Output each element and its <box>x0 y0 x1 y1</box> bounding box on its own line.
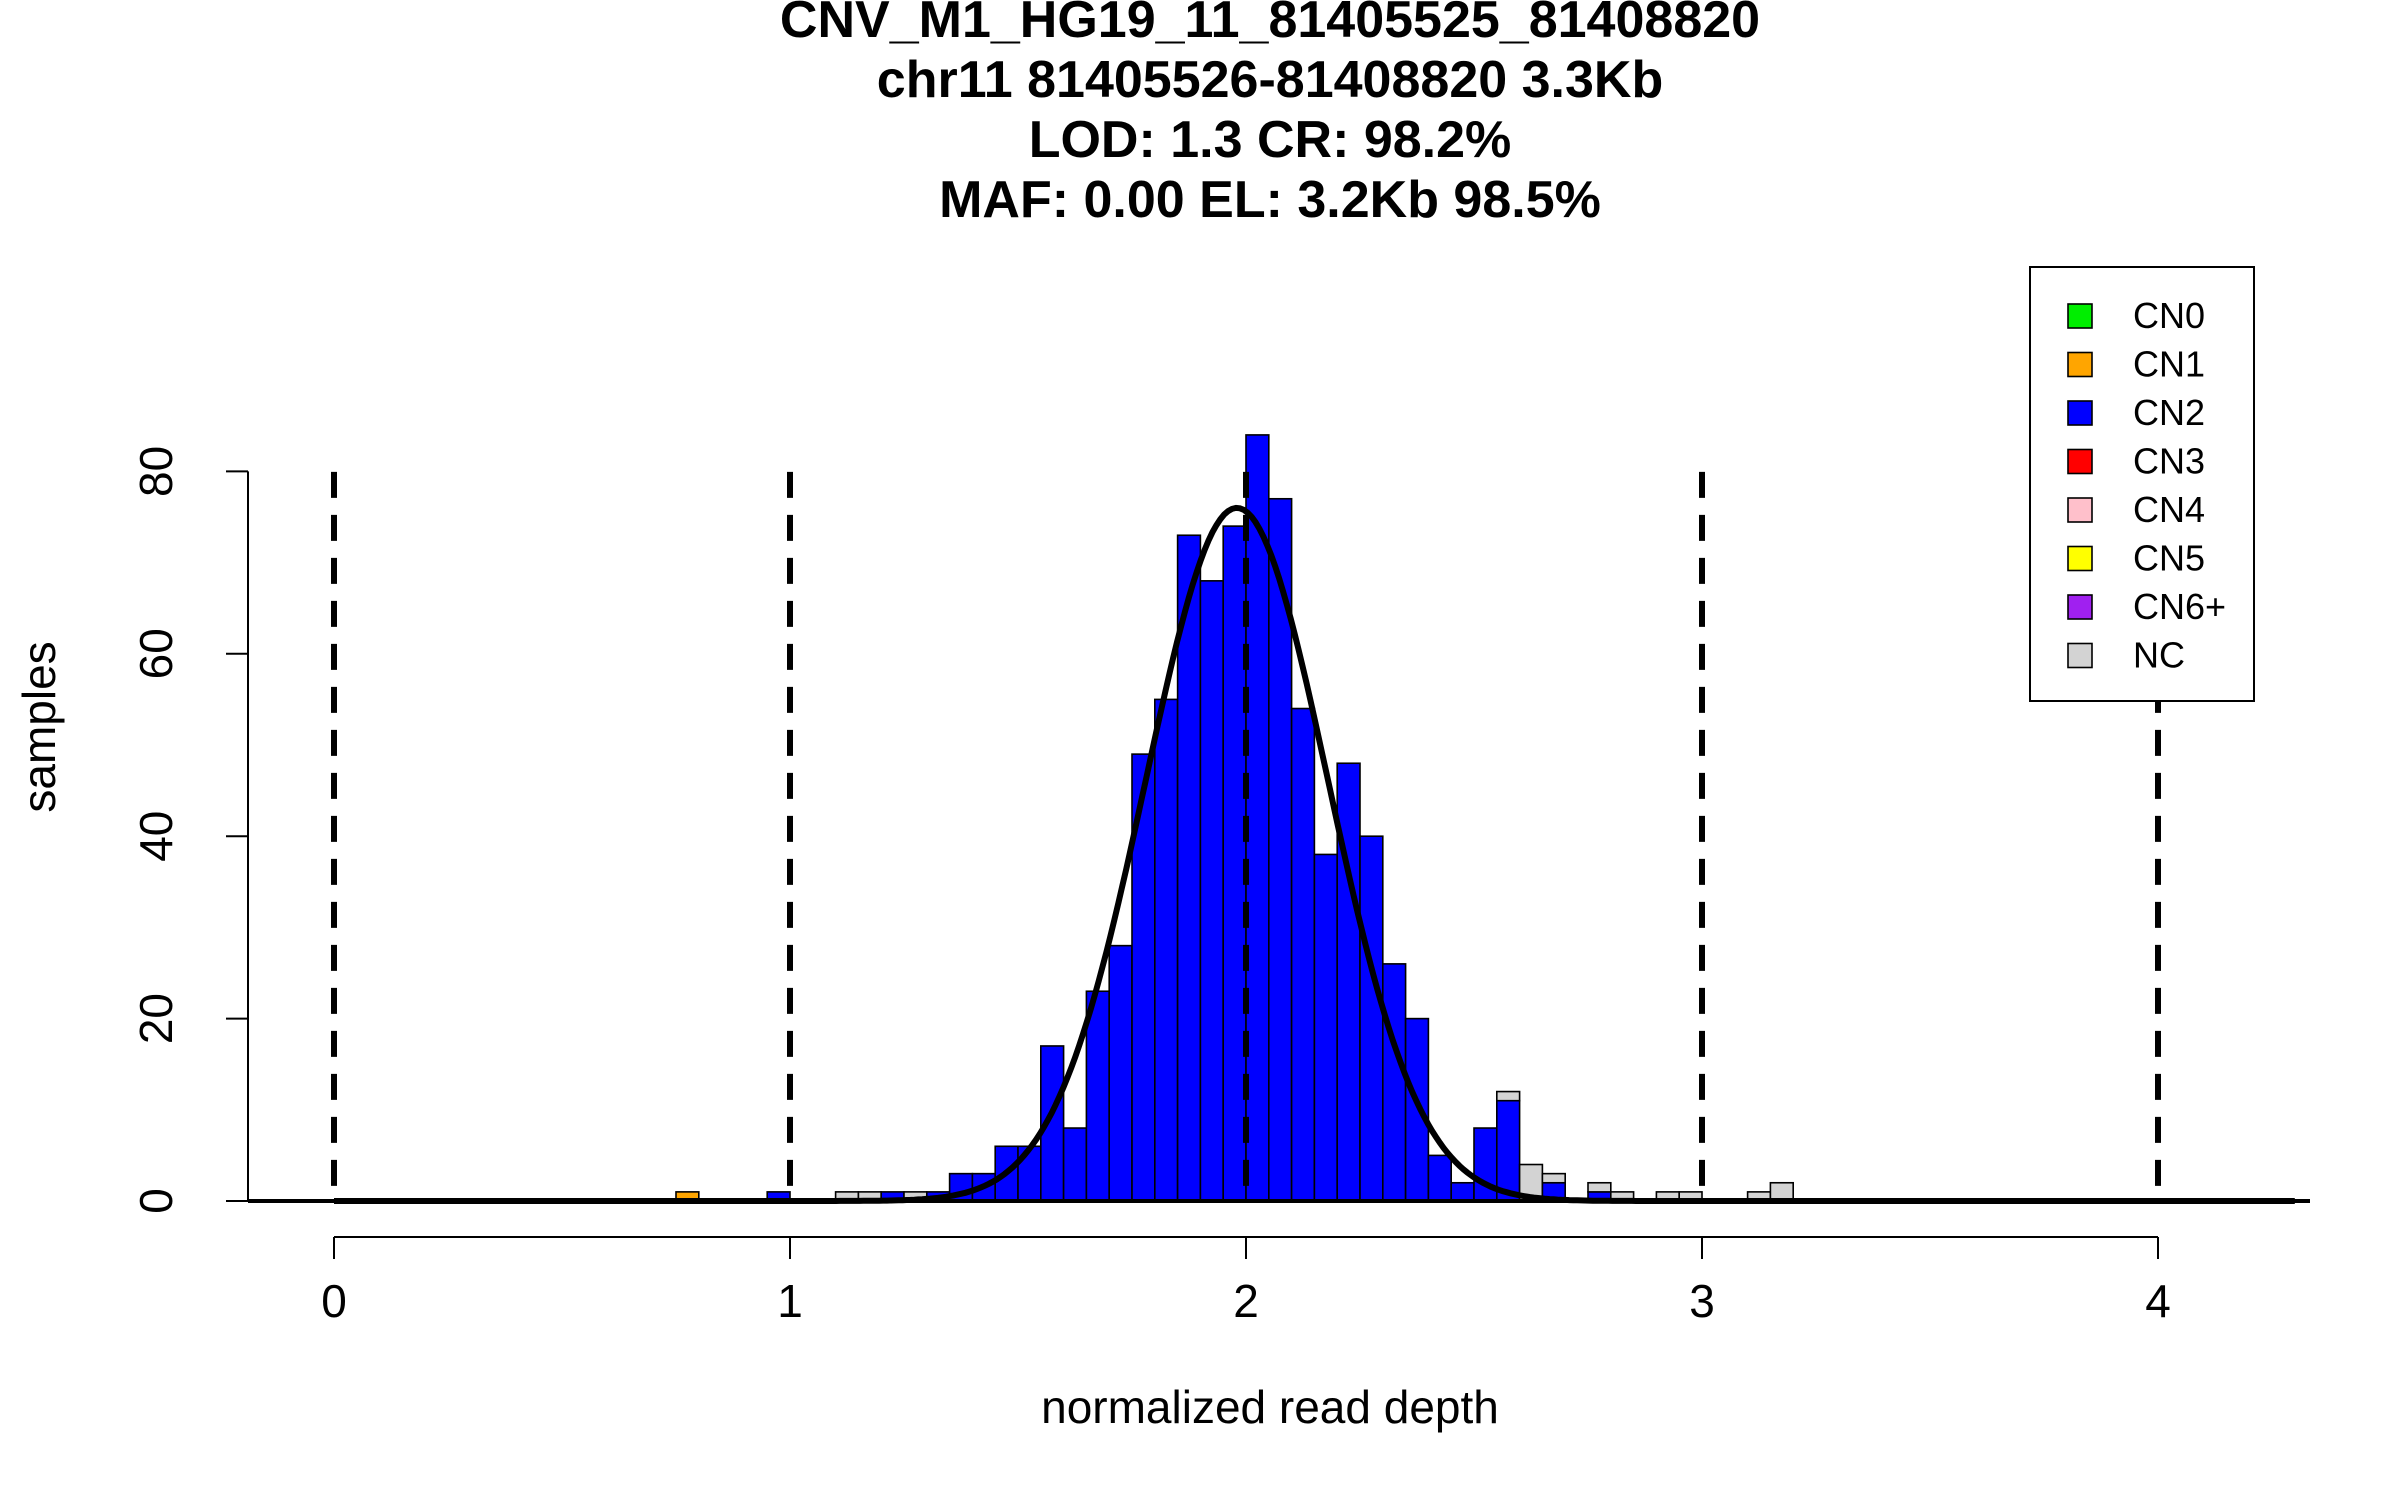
histogram-bar-cn2-18 <box>1199 580 1225 1202</box>
legend-label-cn4: CN4 <box>2133 489 2205 530</box>
legend-swatch-cn1 <box>2067 351 2093 378</box>
histogram-bar-cn2-29 <box>1450 1181 1475 1202</box>
histogram-bar-nc-37 <box>1587 1181 1612 1193</box>
x-tick-label-2: 2 <box>1233 1275 1259 1327</box>
legend-swatch-cn5 <box>2067 545 2093 572</box>
x-tick-label-3: 3 <box>1689 1275 1715 1327</box>
histogram-bar-cn2-12 <box>1062 1127 1088 1202</box>
legend-swatch-cn2 <box>2067 400 2093 426</box>
histogram-bars <box>675 434 1795 1202</box>
y-tick-label-0: 0 <box>130 1188 182 1214</box>
legend-swatch-cn0 <box>2067 303 2093 329</box>
legend-swatch-cn3 <box>2067 448 2093 475</box>
histogram-bar-cn2-14 <box>1108 944 1133 1202</box>
histogram-bar-nc-32 <box>1496 1090 1521 1102</box>
legend-label-cn0: CN0 <box>2133 295 2205 336</box>
histogram-bar-cn2-25 <box>1359 835 1384 1202</box>
histogram-bar-cn2-13 <box>1085 990 1111 1202</box>
histogram-bar-cn2-27 <box>1404 1017 1430 1202</box>
copy-number-guides <box>331 471 2161 1201</box>
legend-label-cn3: CN3 <box>2133 441 2205 482</box>
legend-label-nc: NC <box>2133 635 2185 676</box>
chart-title-line-1: CNV_M1_HG19_11_81405525_81408820 <box>780 0 1760 49</box>
histogram-bar-cn2-19 <box>1222 525 1247 1202</box>
chart-title-line-3: LOD: 1.3 CR: 98.2% <box>1029 111 1512 169</box>
y-tick-label-20: 20 <box>130 993 182 1044</box>
histogram-bar-cn2-31 <box>1496 1099 1521 1202</box>
y-tick-label-40: 40 <box>130 811 182 862</box>
legend-label-cn2: CN2 <box>2133 392 2205 433</box>
histogram-bar-cn2-26 <box>1382 963 1407 1202</box>
histogram-bar-nc-35 <box>1541 1172 1567 1184</box>
x-tick-label-0: 0 <box>321 1275 347 1327</box>
histogram-bar-cn2-22 <box>1290 707 1316 1202</box>
histogram-bar-cn2-28 <box>1427 1154 1453 1202</box>
legend-label-cn5: CN5 <box>2133 538 2205 579</box>
legend-swatch-cn4 <box>2067 497 2093 523</box>
chart-title-line-2: chr11 81405526-81408820 3.3Kb <box>877 51 1663 109</box>
x-axis-label: normalized read depth <box>1041 1381 1499 1433</box>
chart-title-line-4: MAF: 0.00 EL: 3.2Kb 98.5% <box>939 171 1601 229</box>
legend-label-cn1: CN1 <box>2133 344 2205 385</box>
legend: CN0 CN1 CN2 CN3 CN4 CN5 CN6+ NC <box>2029 266 2255 702</box>
legend-swatch-nc <box>2067 642 2093 669</box>
histogram-bar-cn2-20 <box>1245 434 1270 1202</box>
legend-swatch-cn6plus <box>2067 594 2093 620</box>
y-tick-label-80: 80 <box>130 446 182 497</box>
histogram-bar-cn2-23 <box>1313 853 1339 1202</box>
y-tick-label-60: 60 <box>130 628 182 679</box>
x-tick-label-1: 1 <box>777 1275 803 1327</box>
y-axis-label: samples <box>13 641 65 812</box>
histogram-bar-cn2-16 <box>1154 698 1179 1202</box>
legend-label-cn6plus: CN6+ <box>2133 586 2226 627</box>
x-tick-label-4: 4 <box>2145 1275 2171 1327</box>
legend-box <box>2029 266 2255 702</box>
